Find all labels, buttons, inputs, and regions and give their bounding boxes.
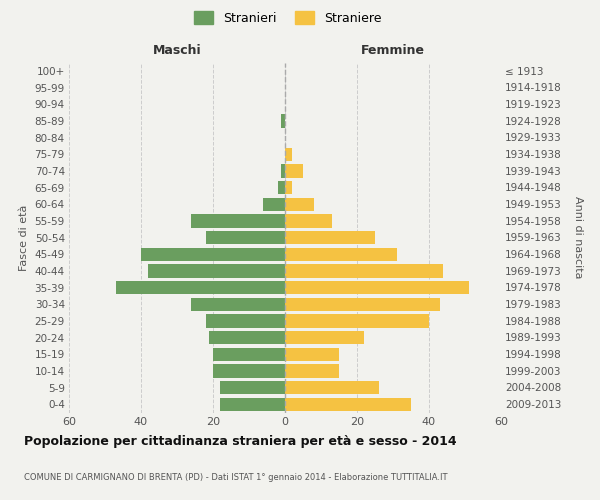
- Bar: [285, 348, 339, 361]
- Bar: [281, 164, 285, 177]
- Bar: [285, 264, 443, 278]
- Bar: [281, 114, 285, 128]
- Bar: [285, 398, 411, 411]
- Bar: [285, 248, 397, 261]
- Bar: [285, 231, 375, 244]
- Bar: [285, 314, 429, 328]
- Bar: [209, 331, 285, 344]
- Bar: [285, 331, 364, 344]
- Bar: [263, 198, 285, 211]
- Bar: [148, 264, 285, 278]
- Bar: [213, 364, 285, 378]
- Bar: [278, 181, 285, 194]
- Bar: [285, 381, 379, 394]
- Bar: [213, 348, 285, 361]
- Bar: [220, 398, 285, 411]
- Bar: [285, 181, 292, 194]
- Bar: [141, 248, 285, 261]
- Y-axis label: Fasce di età: Fasce di età: [19, 204, 29, 270]
- Text: Maschi: Maschi: [152, 44, 202, 58]
- Bar: [285, 281, 469, 294]
- Bar: [206, 231, 285, 244]
- Bar: [285, 364, 339, 378]
- Bar: [285, 214, 332, 228]
- Bar: [285, 198, 314, 211]
- Bar: [191, 214, 285, 228]
- Bar: [220, 381, 285, 394]
- Bar: [206, 314, 285, 328]
- Legend: Stranieri, Straniere: Stranieri, Straniere: [190, 6, 386, 30]
- Text: Popolazione per cittadinanza straniera per età e sesso - 2014: Popolazione per cittadinanza straniera p…: [24, 435, 457, 448]
- Text: COMUNE DI CARMIGNANO DI BRENTA (PD) - Dati ISTAT 1° gennaio 2014 - Elaborazione : COMUNE DI CARMIGNANO DI BRENTA (PD) - Da…: [24, 472, 448, 482]
- Y-axis label: Anni di nascita: Anni di nascita: [573, 196, 583, 278]
- Bar: [285, 164, 303, 177]
- Bar: [285, 148, 292, 161]
- Bar: [285, 298, 440, 311]
- Bar: [191, 298, 285, 311]
- Text: Femmine: Femmine: [361, 44, 425, 58]
- Bar: [116, 281, 285, 294]
